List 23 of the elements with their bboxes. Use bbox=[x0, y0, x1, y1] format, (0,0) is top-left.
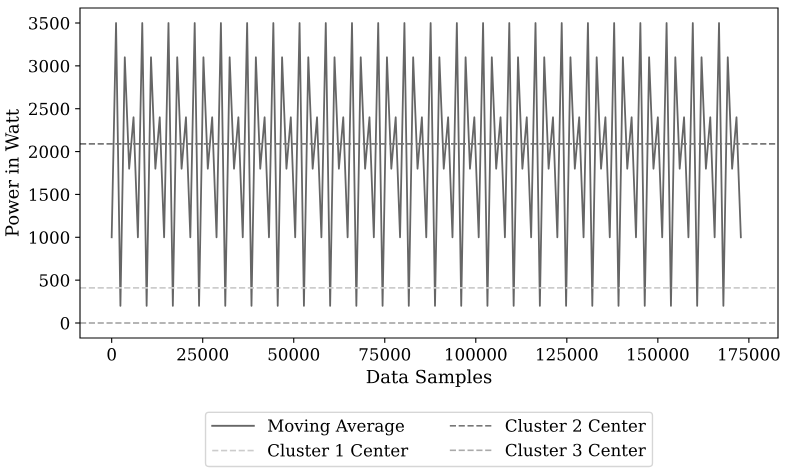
y-tick-label: 2000 bbox=[28, 146, 70, 158]
x-tick-label: 100000 bbox=[446, 348, 506, 361]
y-tick-label: 1500 bbox=[30, 188, 70, 201]
legend-label: Cluster 3 Center bbox=[506, 443, 646, 456]
x-tick-label: 50000 bbox=[268, 348, 320, 361]
x-tick-label: 25000 bbox=[177, 348, 228, 361]
legend-label: Moving Average bbox=[268, 419, 404, 436]
y-axis-title: Power in Watt bbox=[5, 109, 19, 236]
y-tick-label: 1000 bbox=[30, 231, 70, 244]
x-tick-label: 175000 bbox=[719, 348, 780, 361]
y-tick-label: 500 bbox=[40, 274, 70, 287]
y-tick-label: 2500 bbox=[28, 102, 70, 116]
x-tick-label: 75000 bbox=[360, 348, 410, 361]
x-tick-label: 150000 bbox=[628, 348, 689, 361]
legend-label: Cluster 1 Center bbox=[268, 444, 408, 457]
x-tick-label: 125000 bbox=[537, 348, 598, 361]
x-axis-title: Data Samples bbox=[366, 369, 492, 387]
y-tick-label: 0 bbox=[60, 316, 70, 330]
y-tick-label: 3000 bbox=[29, 60, 70, 72]
line-series bbox=[110, 22, 742, 307]
legend-label: Cluster 2 Center bbox=[506, 419, 646, 432]
x-tick-label: 0 bbox=[107, 348, 116, 361]
y-tick-label: 3500 bbox=[29, 16, 70, 30]
